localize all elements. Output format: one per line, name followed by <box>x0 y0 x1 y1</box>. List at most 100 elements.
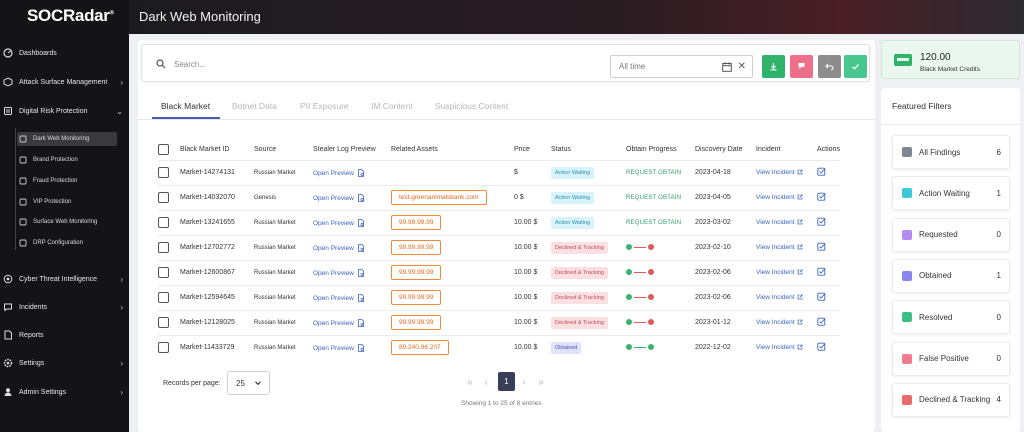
undo-button[interactable] <box>818 55 841 78</box>
filter-all-findings[interactable]: All Findings 6 <box>892 135 1010 169</box>
open-preview-link[interactable]: Open Preview <box>313 344 354 352</box>
sidebar-item-digital-risk-protection[interactable]: Digital Risk Protection ⌄ <box>0 101 129 121</box>
row-checkbox[interactable] <box>158 217 169 228</box>
sidebar-subitem-fraud-protection[interactable]: Fraud Protection <box>17 174 117 188</box>
tab-pii-exposure[interactable]: PII Exposure <box>300 101 349 111</box>
view-incident-link[interactable]: View Incident <box>756 294 795 301</box>
related-asset-tag[interactable]: 89.240.96.207 <box>391 340 449 356</box>
open-preview-link[interactable]: Open Preview <box>313 169 354 177</box>
open-preview-link[interactable]: Open Preview <box>313 219 354 227</box>
column-header-price[interactable]: Price <box>514 146 530 154</box>
filter-obtained[interactable]: Obtained 1 <box>892 258 1010 293</box>
row-checkbox[interactable] <box>158 292 169 303</box>
row-checkbox[interactable] <box>158 317 169 328</box>
column-header-obtain-progress[interactable]: Obtain Progress <box>626 146 677 154</box>
action-edit-icon[interactable] <box>817 167 826 176</box>
tab-black-market[interactable]: Black Market <box>161 101 211 111</box>
next-page-button[interactable]: › <box>522 376 526 388</box>
table-row[interactable]: Market-14274131 Russian Market Open Previe… <box>158 159 840 185</box>
column-header-source[interactable]: Source <box>254 146 277 154</box>
filter-action-waiting[interactable]: Action Waiting 1 <box>892 176 1010 211</box>
search-input[interactable] <box>174 57 474 71</box>
records-per-page-select[interactable]: 25 <box>227 371 270 395</box>
row-checkbox[interactable] <box>158 167 169 178</box>
row-checkbox[interactable] <box>158 342 169 354</box>
calendar-icon[interactable] <box>721 61 732 72</box>
related-asset-tag[interactable]: 99.99.99.99 <box>391 315 442 330</box>
related-asset-tag[interactable]: 99.99.99.99 <box>391 290 442 305</box>
open-preview-link[interactable]: Open Preview <box>313 244 354 252</box>
sidebar-subitem-vip-protection[interactable]: VIP Protection <box>17 195 117 209</box>
confirm-button[interactable] <box>844 55 867 78</box>
column-header-incident[interactable]: Incident <box>756 146 781 154</box>
clear-icon[interactable]: ✕ <box>737 61 746 72</box>
tab-botnet-data[interactable]: Botnet Data <box>232 101 277 111</box>
request-obtain-link[interactable]: REQUEST OBTAIN <box>626 220 682 226</box>
related-asset-tag[interactable]: 99.99.99.99 <box>391 215 442 230</box>
sidebar-item-dashboards[interactable]: Dashboards <box>0 43 129 63</box>
select-all-checkbox[interactable] <box>158 144 169 156</box>
filter-declined-tracking[interactable]: Declined & Tracking 4 <box>892 382 1010 417</box>
open-preview-link[interactable]: Open Preview <box>313 194 354 202</box>
view-incident-link[interactable]: View Incident <box>756 344 795 352</box>
column-header-stealer-log-preview[interactable]: Stealer Log Preview <box>313 146 376 154</box>
sidebar-item-incidents[interactable]: Incidents › <box>0 297 129 317</box>
column-header-actions[interactable]: Actions <box>817 146 840 154</box>
row-checkbox[interactable] <box>158 267 169 278</box>
action-edit-icon[interactable] <box>817 192 826 201</box>
action-edit-icon[interactable] <box>817 242 826 251</box>
column-header-discovery-date[interactable]: Discovery Date <box>695 146 743 154</box>
sidebar-subitem-dark-web-monitoring[interactable]: Dark Web Monitoring <box>17 132 117 146</box>
open-preview-link[interactable]: Open Preview <box>313 269 354 277</box>
row-checkbox[interactable] <box>158 192 169 203</box>
related-asset-tag[interactable]: test.greenanimalsbank.com <box>391 190 487 205</box>
view-incident-link[interactable]: View Incident <box>756 219 795 226</box>
related-asset-tag[interactable]: 99.99.99.99 <box>391 265 442 280</box>
table-row[interactable]: Market-12128025 Russian Market Open Previe… <box>158 309 840 335</box>
sidebar-item-cyber-threat-intelligence[interactable]: Cyber Threat Intelligence › <box>0 269 129 289</box>
request-obtain-link[interactable]: REQUEST OBTAIN <box>626 195 682 201</box>
view-incident-link[interactable]: View Incident <box>756 169 795 176</box>
request-obtain-link[interactable]: REQUEST OBTAIN <box>626 170 682 176</box>
action-edit-icon[interactable] <box>817 267 826 276</box>
action-edit-icon[interactable] <box>817 292 826 301</box>
column-header-related-assets[interactable]: Related Assets <box>391 146 438 154</box>
filter-resolved[interactable]: Resolved 0 <box>892 300 1010 335</box>
table-row[interactable]: Market-12600867 Russian Market Open Previe… <box>158 259 840 285</box>
sidebar-subitem-drp-configuration[interactable]: DRP Configuration <box>17 236 117 250</box>
view-incident-link[interactable]: View Incident <box>756 194 795 201</box>
table-row[interactable]: Market-14032070 Genesis Open Preview test.g… <box>158 184 840 210</box>
first-page-button[interactable]: « <box>467 376 473 388</box>
page-number-current[interactable]: 1 <box>498 372 515 391</box>
flag-button[interactable] <box>790 55 813 78</box>
filter-false-positive[interactable]: False Positive 0 <box>892 341 1010 376</box>
sidebar-item-attack-surface-management[interactable]: Attack Surface Management › <box>0 72 129 92</box>
table-row[interactable]: Market-12594645 Russian Market Open Previe… <box>158 284 840 310</box>
view-incident-link[interactable]: View Incident <box>756 319 795 326</box>
column-header-status[interactable]: Status <box>551 146 571 154</box>
sidebar-item-admin-settings[interactable]: Admin Settings › <box>0 382 129 402</box>
column-header-black-market-id[interactable]: Black Market ID <box>180 146 230 154</box>
table-row[interactable]: Market-12702772 Russian Market Open Previe… <box>158 234 840 260</box>
action-edit-icon[interactable] <box>817 217 826 226</box>
table-row[interactable]: Market-11433729 Russian Market Open Previe… <box>158 334 840 360</box>
row-checkbox[interactable] <box>158 242 169 253</box>
action-edit-icon[interactable] <box>817 317 826 326</box>
sidebar-subitem-surface-web-monitoring[interactable]: Surface Web Monitoring <box>17 215 117 229</box>
action-edit-icon[interactable] <box>817 342 826 351</box>
open-preview-link[interactable]: Open Preview <box>313 294 354 302</box>
sidebar-item-settings[interactable]: Settings › <box>0 353 129 373</box>
sidebar-subitem-brand-protection[interactable]: Brand Protection <box>17 153 117 167</box>
view-incident-link[interactable]: View Incident <box>756 269 795 276</box>
date-range-picker[interactable]: All time ✕ <box>610 55 753 78</box>
tab-suspicious-content[interactable]: Suspicious Content <box>435 101 509 111</box>
sidebar-item-reports[interactable]: Reports <box>0 325 129 345</box>
tab-im-content[interactable]: IM Content <box>371 101 413 111</box>
filter-requested[interactable]: Requested 0 <box>892 217 1010 252</box>
download-button[interactable] <box>762 55 785 78</box>
open-preview-link[interactable]: Open Preview <box>313 319 354 327</box>
related-asset-tag[interactable]: 99.99.99.99 <box>391 240 442 255</box>
socradar-logo[interactable]: SOCRadar® <box>27 6 114 25</box>
last-page-button[interactable]: » <box>538 376 544 388</box>
prev-page-button[interactable]: ‹ <box>484 376 488 388</box>
